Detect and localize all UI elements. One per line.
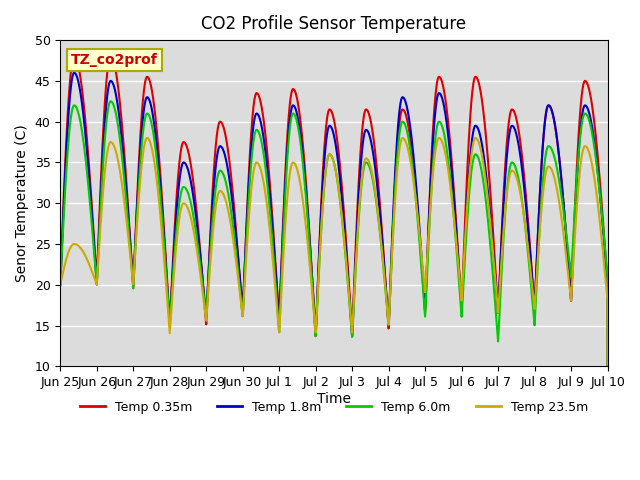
X-axis label: Time: Time xyxy=(317,392,351,406)
Y-axis label: Senor Temperature (C): Senor Temperature (C) xyxy=(15,124,29,282)
Legend: Temp 0.35m, Temp 1.8m, Temp 6.0m, Temp 23.5m: Temp 0.35m, Temp 1.8m, Temp 6.0m, Temp 2… xyxy=(75,396,593,419)
Text: TZ_co2prof: TZ_co2prof xyxy=(71,53,158,67)
Title: CO2 Profile Sensor Temperature: CO2 Profile Sensor Temperature xyxy=(202,15,467,33)
